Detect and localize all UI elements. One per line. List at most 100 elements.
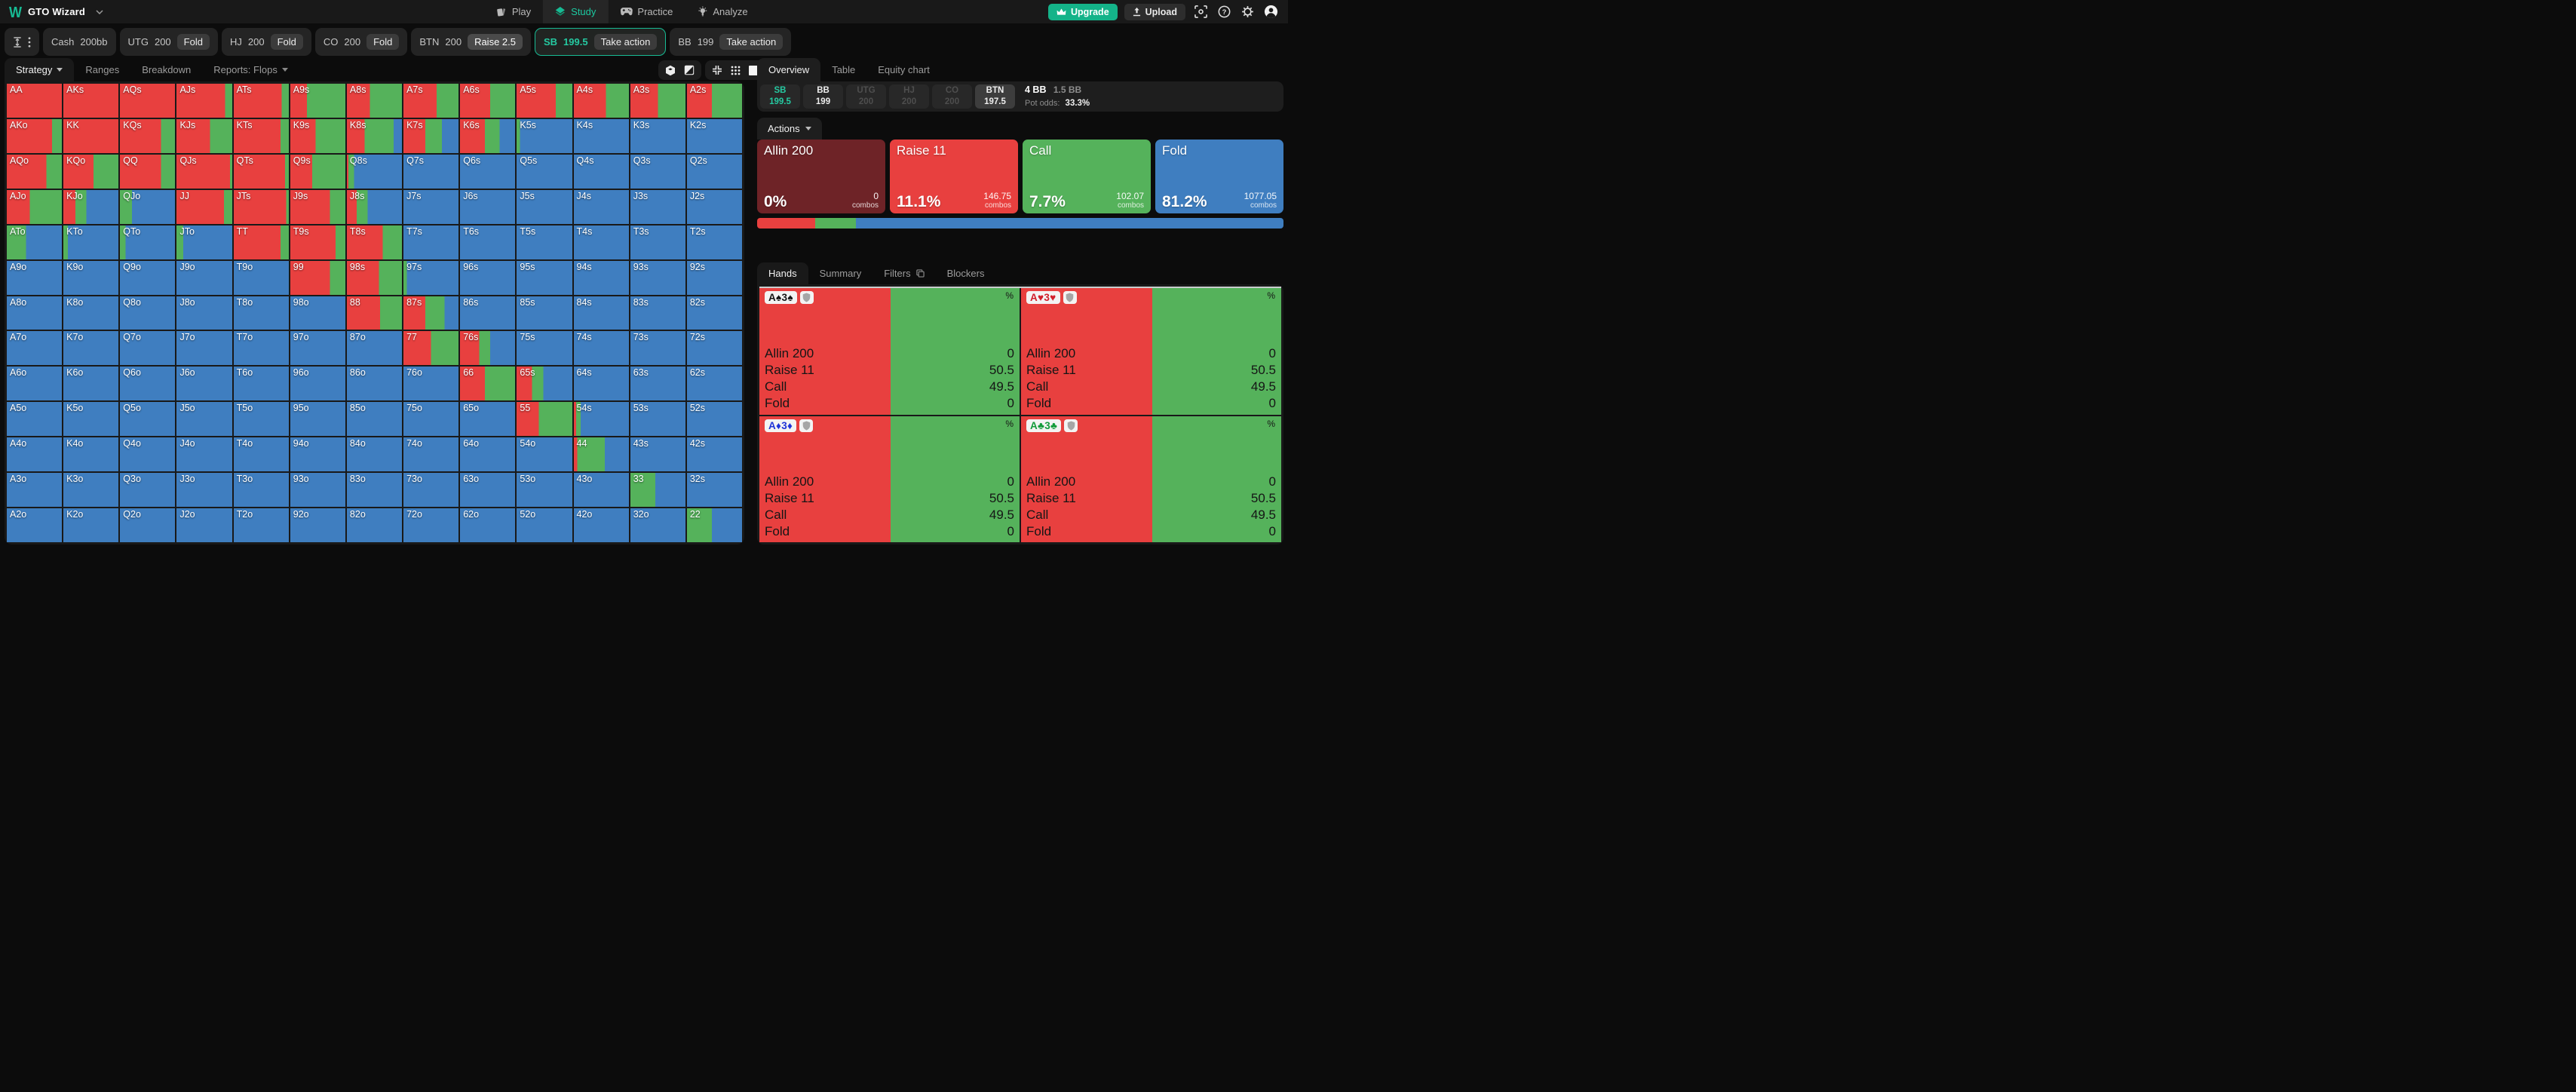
matrix-cell-63s[interactable]: 63s bbox=[630, 367, 685, 401]
matrix-cell-53s[interactable]: 53s bbox=[630, 402, 685, 437]
matrix-cell-Q8o[interactable]: Q8o bbox=[120, 296, 176, 330]
kebab-menu-icon[interactable] bbox=[28, 36, 31, 48]
matrix-cell-TT[interactable]: TT bbox=[233, 225, 289, 259]
matrix-cell-92s[interactable]: 92s bbox=[686, 260, 742, 295]
help-icon[interactable]: ? bbox=[1216, 4, 1232, 20]
tab-strategy[interactable]: Strategy bbox=[5, 58, 75, 81]
matrix-cell-J5o[interactable]: J5o bbox=[176, 402, 232, 437]
matrix-cell-65o[interactable]: 65o bbox=[460, 402, 516, 437]
matrix-cell-85o[interactable]: 85o bbox=[346, 402, 403, 437]
matrix-cell-AQo[interactable]: AQo bbox=[7, 154, 63, 189]
matrix-cell-Q4s[interactable]: Q4s bbox=[573, 154, 629, 189]
hand-card-Ah3h[interactable]: A♥3♥% Allin 200 Raise 11 Call Fold 0 50.5 49.5 0 bbox=[1021, 288, 1281, 415]
half-square-icon[interactable] bbox=[684, 65, 695, 75]
matrix-cell-98s[interactable]: 98s bbox=[346, 260, 403, 295]
matrix-cell-82s[interactable]: 82s bbox=[686, 296, 742, 330]
matrix-cell-K5s[interactable]: K5s bbox=[517, 118, 572, 153]
matrix-cell-85s[interactable]: 85s bbox=[517, 296, 572, 330]
tab-overview[interactable]: Overview bbox=[757, 58, 821, 81]
matrix-cell-75s[interactable]: 75s bbox=[517, 331, 572, 366]
matrix-cell-A5o[interactable]: A5o bbox=[7, 402, 63, 437]
matrix-cell-88[interactable]: 88 bbox=[346, 296, 403, 330]
matrix-cell-J4s[interactable]: J4s bbox=[573, 189, 629, 224]
matrix-cell-Q5s[interactable]: Q5s bbox=[517, 154, 572, 189]
matrix-cell-T4s[interactable]: T4s bbox=[573, 225, 629, 259]
matrix-cell-43s[interactable]: 43s bbox=[630, 437, 685, 472]
action-chip[interactable]: Raise 2.5 bbox=[468, 34, 523, 50]
matrix-cell-64o[interactable]: 64o bbox=[460, 437, 516, 472]
matrix-cell-66[interactable]: 66 bbox=[460, 367, 516, 401]
matrix-cell-JTs[interactable]: JTs bbox=[233, 189, 289, 224]
matrix-cell-AJo[interactable]: AJo bbox=[7, 189, 63, 224]
tab-equity-chart[interactable]: Equity chart bbox=[866, 58, 941, 81]
stat-position-co[interactable]: CO 200 bbox=[932, 84, 972, 109]
matrix-cell-T4o[interactable]: T4o bbox=[233, 437, 289, 472]
matrix-cell-Q6o[interactable]: Q6o bbox=[120, 367, 176, 401]
matrix-cell-KJo[interactable]: KJo bbox=[63, 189, 119, 224]
matrix-cell-53o[interactable]: 53o bbox=[517, 473, 572, 508]
shield-icon[interactable] bbox=[1064, 419, 1078, 432]
matrix-cell-J6s[interactable]: J6s bbox=[460, 189, 516, 224]
matrix-cell-Q4o[interactable]: Q4o bbox=[120, 437, 176, 472]
matrix-cell-A9o[interactable]: A9o bbox=[7, 260, 63, 295]
hand-card-Ad3d[interactable]: A♦3♦% Allin 200 Raise 11 Call Fold 0 50.5 49.5 0 bbox=[759, 416, 1020, 542]
matrix-cell-73s[interactable]: 73s bbox=[630, 331, 685, 366]
matrix-cell-J4o[interactable]: J4o bbox=[176, 437, 232, 472]
matrix-cell-Q3s[interactable]: Q3s bbox=[630, 154, 685, 189]
matrix-cell-K4o[interactable]: K4o bbox=[63, 437, 119, 472]
matrix-cell-A3o[interactable]: A3o bbox=[7, 473, 63, 508]
toolbar-position-sb[interactable]: SB 199.5 Take action bbox=[534, 28, 667, 56]
tab-summary[interactable]: Summary bbox=[808, 262, 873, 284]
matrix-cell-AA[interactable]: AA bbox=[7, 84, 63, 118]
matrix-cell-97o[interactable]: 97o bbox=[290, 331, 345, 366]
matrix-cell-QTs[interactable]: QTs bbox=[233, 154, 289, 189]
matrix-cell-K6o[interactable]: K6o bbox=[63, 367, 119, 401]
stat-position-utg[interactable]: UTG 200 bbox=[846, 84, 886, 109]
matrix-cell-K7o[interactable]: K7o bbox=[63, 331, 119, 366]
cube-icon[interactable] bbox=[665, 65, 676, 76]
matrix-cell-J7o[interactable]: J7o bbox=[176, 331, 232, 366]
matrix-cell-T2s[interactable]: T2s bbox=[686, 225, 742, 259]
matrix-cell-T8o[interactable]: T8o bbox=[233, 296, 289, 330]
matrix-cell-92o[interactable]: 92o bbox=[290, 508, 345, 542]
matrix-cell-T5s[interactable]: T5s bbox=[517, 225, 572, 259]
matrix-cell-44[interactable]: 44 bbox=[573, 437, 629, 472]
toolbar-position-co[interactable]: CO 200 Fold bbox=[314, 28, 408, 56]
nav-tab-study[interactable]: Study bbox=[543, 0, 609, 23]
matrix-cell-A6o[interactable]: A6o bbox=[7, 367, 63, 401]
action-box-raise-11[interactable]: Raise 11 11.1% 146.75 combos bbox=[890, 140, 1018, 213]
tab-table[interactable]: Table bbox=[820, 58, 866, 81]
actions-dropdown[interactable]: Actions bbox=[757, 118, 822, 140]
matrix-cell-62o[interactable]: 62o bbox=[460, 508, 516, 542]
matrix-cell-74s[interactable]: 74s bbox=[573, 331, 629, 366]
matrix-cell-98o[interactable]: 98o bbox=[290, 296, 345, 330]
game-type-chip[interactable]: Cash 200bb bbox=[43, 28, 116, 56]
stat-position-btn[interactable]: BTN 197.5 bbox=[975, 84, 1015, 109]
matrix-cell-86s[interactable]: 86s bbox=[460, 296, 516, 330]
matrix-cell-83o[interactable]: 83o bbox=[346, 473, 403, 508]
stat-position-bb[interactable]: BB 199 bbox=[803, 84, 843, 109]
shield-icon[interactable] bbox=[799, 291, 814, 304]
matrix-cell-A5s[interactable]: A5s bbox=[517, 84, 572, 118]
matrix-cell-AQs[interactable]: AQs bbox=[120, 84, 176, 118]
action-chip[interactable]: Take action bbox=[719, 34, 784, 50]
matrix-cell-77[interactable]: 77 bbox=[403, 331, 459, 366]
matrix-cell-K8o[interactable]: K8o bbox=[63, 296, 119, 330]
matrix-cell-Q3o[interactable]: Q3o bbox=[120, 473, 176, 508]
matrix-cell-94o[interactable]: 94o bbox=[290, 437, 345, 472]
matrix-cell-65s[interactable]: 65s bbox=[517, 367, 572, 401]
matrix-cell-93o[interactable]: 93o bbox=[290, 473, 345, 508]
toolbar-position-btn[interactable]: BTN 200 Raise 2.5 bbox=[411, 28, 531, 56]
upgrade-button[interactable]: Upgrade bbox=[1047, 3, 1118, 20]
matrix-cell-A7o[interactable]: A7o bbox=[7, 331, 63, 366]
matrix-cell-J8s[interactable]: J8s bbox=[346, 189, 403, 224]
matrix-cell-A2s[interactable]: A2s bbox=[686, 84, 742, 118]
chevron-down-icon[interactable] bbox=[96, 9, 103, 14]
stack-settings-chip[interactable] bbox=[5, 28, 39, 56]
toolbar-position-bb[interactable]: BB 199 Take action bbox=[670, 28, 792, 56]
matrix-cell-K4s[interactable]: K4s bbox=[573, 118, 629, 153]
matrix-cell-QQ[interactable]: QQ bbox=[120, 154, 176, 189]
toolbar-position-utg[interactable]: UTG 200 Fold bbox=[119, 28, 218, 56]
matrix-cell-93s[interactable]: 93s bbox=[630, 260, 685, 295]
matrix-cell-A8s[interactable]: A8s bbox=[346, 84, 403, 118]
